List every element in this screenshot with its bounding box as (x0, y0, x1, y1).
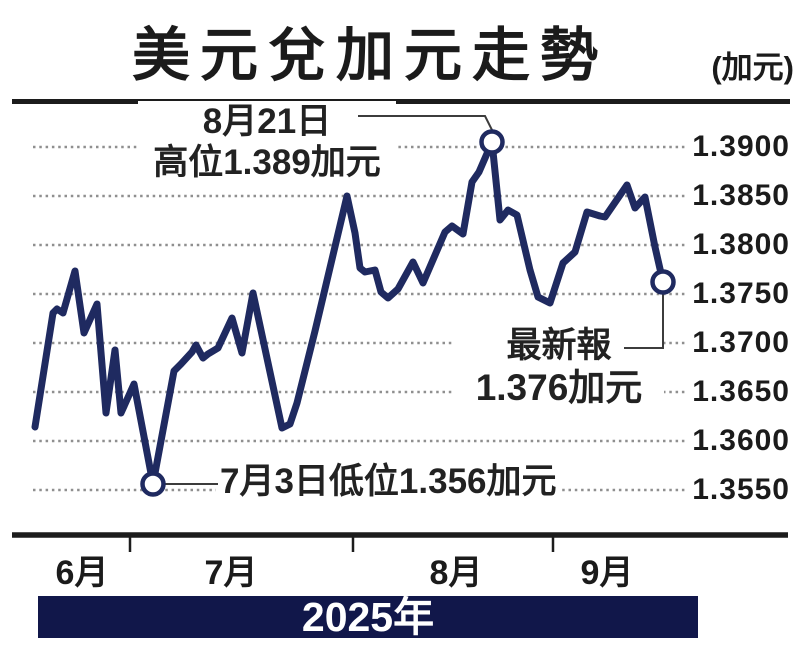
y-axis-label: 1.3600 (692, 424, 790, 457)
month-label: 8月 (429, 554, 483, 592)
month-label: 9月 (580, 554, 634, 592)
annotation-latest: 最新報 1.376加元 (454, 325, 664, 409)
y-axis-label: 1.3800 (692, 228, 790, 261)
annotation-high-value: 高位1.389加元 (153, 143, 381, 182)
marker-latest (650, 269, 676, 295)
annotation-high-date: 8月21日 (202, 102, 332, 141)
leader-line-high (358, 115, 493, 131)
y-axis-label: 1.3750 (692, 277, 790, 310)
y-axis-label: 1.3700 (692, 326, 790, 359)
month-label: 6月 (55, 554, 109, 592)
annotation-latest-label: 最新報 (506, 326, 612, 365)
marker-low (140, 471, 166, 497)
y-axis-label: 1.3850 (692, 179, 790, 212)
price-line (31, 138, 667, 488)
title-rule (12, 99, 790, 104)
y-axis-label: 1.3900 (692, 130, 790, 163)
annotation-high: 8月21日 高位1.389加元 (138, 101, 396, 183)
marker-high (479, 129, 505, 155)
year-banner: 2025年 (38, 594, 698, 640)
year-label: 2025年 (301, 594, 435, 640)
month-label: 7月 (204, 554, 258, 592)
annotation-latest-value: 1.376加元 (475, 367, 643, 408)
annotation-low: 7月3日低位1.356加元 (216, 460, 561, 504)
unit-label: (加元) (711, 50, 794, 85)
y-axis-label: 1.3550 (692, 473, 790, 506)
leader-line-latest (624, 294, 664, 349)
y-axis-label: 1.3650 (692, 375, 790, 408)
page-title: 美元兌加元走勢 (131, 23, 608, 88)
